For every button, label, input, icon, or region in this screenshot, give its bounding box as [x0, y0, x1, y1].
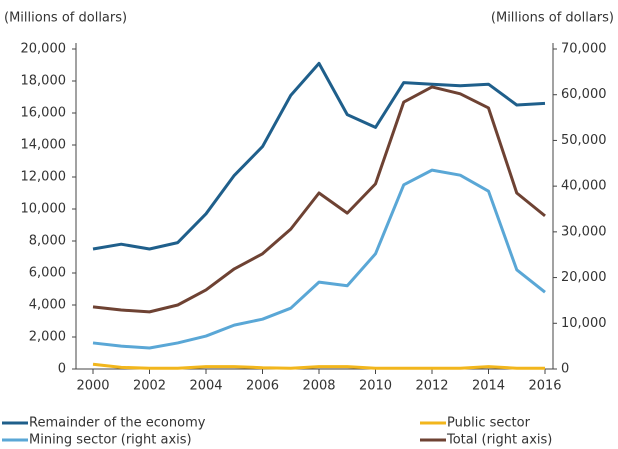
legend-label: Mining sector (right axis) — [29, 433, 192, 448]
y-tick-label: 16,000 — [21, 106, 67, 121]
x-tick-label: 2006 — [246, 379, 279, 394]
y2-tick-label: 0 — [561, 362, 569, 377]
x-tick-label: 2002 — [133, 379, 166, 394]
series-line — [92, 85, 546, 314]
y-tick-label: 6,000 — [29, 266, 66, 281]
x-tick-label: 2004 — [189, 379, 222, 394]
y-tick-label: 20,000 — [21, 42, 67, 57]
x-tick-label: 2008 — [302, 379, 335, 394]
x-tick-label: 2014 — [472, 379, 505, 394]
x-tick-label: 2010 — [359, 379, 392, 394]
y-tick-label: 10,000 — [21, 202, 67, 217]
y-tick-label: 4,000 — [29, 298, 66, 313]
x-tick-label: 2012 — [415, 379, 448, 394]
x-tick-label: 2000 — [76, 379, 109, 394]
legend-label: Total (right axis) — [446, 433, 552, 448]
y2-tick-label: 30,000 — [561, 224, 607, 239]
y2-tick-label: 60,000 — [561, 87, 607, 102]
legend-label: Remainder of the economy — [29, 416, 206, 431]
x-tick-label: 2016 — [528, 379, 561, 394]
y-tick-label: 18,000 — [21, 74, 67, 89]
y2-tick-label: 50,000 — [561, 133, 607, 148]
y-tick-label: 0 — [58, 362, 66, 377]
series-line — [92, 168, 546, 350]
series-line — [92, 362, 545, 370]
y2-axis-label: (Millions of dollars) — [491, 11, 614, 26]
y-tick-label: 8,000 — [29, 234, 66, 249]
y2-tick-label: 20,000 — [561, 270, 607, 285]
series-line — [92, 61, 546, 251]
y2-tick-label: 70,000 — [561, 42, 607, 57]
legend-label: Public sector — [447, 416, 531, 431]
y-tick-label: 12,000 — [21, 170, 67, 185]
y-tick-label: 2,000 — [29, 330, 66, 345]
y-tick-label: 14,000 — [21, 138, 67, 153]
y2-tick-label: 40,000 — [561, 179, 607, 194]
y2-tick-label: 10,000 — [561, 316, 607, 331]
y-axis-label: (Millions of dollars) — [4, 11, 127, 26]
